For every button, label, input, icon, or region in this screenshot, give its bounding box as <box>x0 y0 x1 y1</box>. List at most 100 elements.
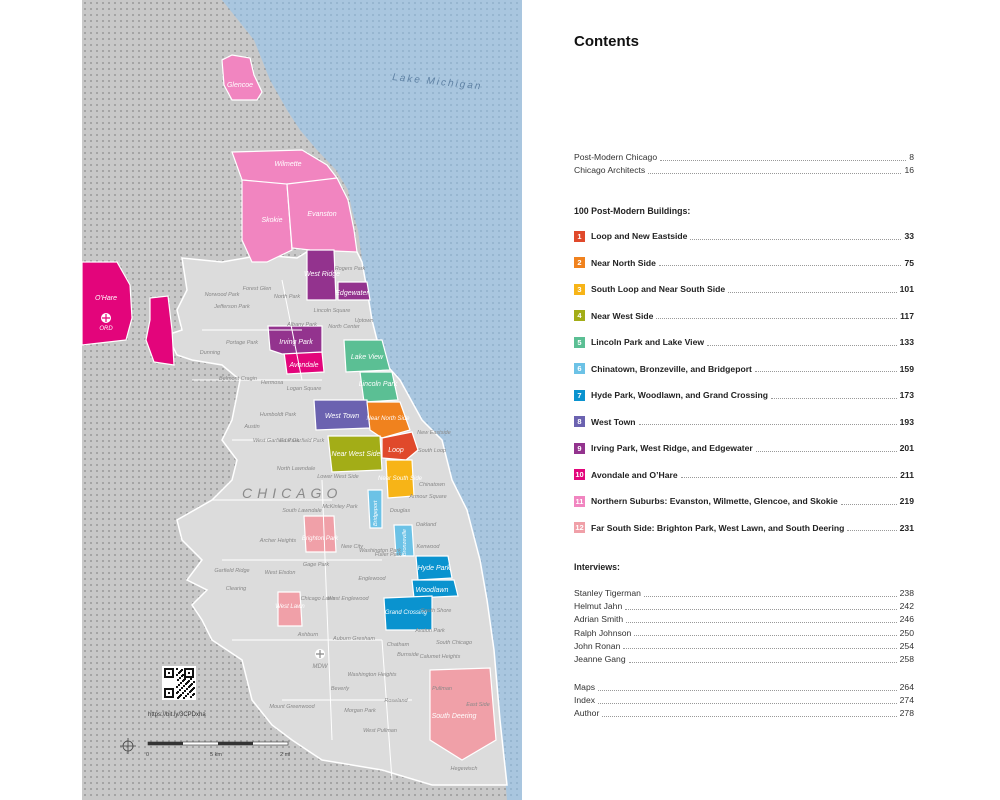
neighborhood-label: West Elsdon <box>265 570 296 576</box>
toc-entry[interactable]: Index 274 <box>574 694 914 706</box>
neighborhood-label: Hermosa <box>261 380 283 386</box>
page-number: 8 <box>909 152 914 162</box>
neighborhood-label: East Garfield Park <box>280 438 325 444</box>
toc-entry[interactable]: Chicago Architects 16 <box>574 164 914 176</box>
lake-view-region <box>343 339 391 373</box>
neighborhood-label: North Center <box>328 324 361 330</box>
entry-title: Lincoln Park and Lake View <box>591 337 705 347</box>
chapter-number-badge: 12 <box>574 522 585 533</box>
entry-title: Far South Side: Brighton Park, West Lawn… <box>591 522 845 533</box>
label-irving-park: Irving Park <box>279 339 313 346</box>
midway-airport-icon <box>315 649 325 659</box>
entry-title: Maps <box>574 682 596 692</box>
label-avondale: Avondale <box>288 362 318 369</box>
chapter-entry[interactable]: 10 Avondale and O’Hare 211 <box>574 468 914 482</box>
neighborhood-label: Archer Heights <box>259 538 297 544</box>
neighborhood-label: Humboldt Park <box>260 412 297 418</box>
chapter-entry[interactable]: 8 West Town 193 <box>574 415 914 429</box>
entry-title: Loop and New Eastside <box>591 231 688 241</box>
chapter-entry[interactable]: 9 Irving Park, West Ridge, and Edgewater 2… <box>574 441 914 455</box>
label-lincoln-park: Lincoln Park <box>359 381 398 388</box>
page-title: Contents <box>574 33 639 50</box>
label-bridgeport: Bridgeport <box>373 500 379 526</box>
dot-leader <box>771 397 897 399</box>
neighborhood-label: Lower West Side <box>317 474 358 480</box>
page-number: 117 <box>900 310 914 321</box>
chapter-number-badge: 4 <box>574 310 585 321</box>
chapter-number-badge: 1 <box>574 230 585 242</box>
toc-entry[interactable]: Author 278 <box>574 707 914 719</box>
chapter-entry[interactable]: 5 Lincoln Park and Lake View 133 <box>574 335 914 349</box>
toc-entry[interactable]: Maps 264 <box>574 681 914 693</box>
toc-entry[interactable]: Post-Modern Chicago 8 <box>574 151 914 163</box>
toc-entry[interactable]: John Ronan 254 <box>574 640 914 652</box>
scale-mi: 2 mi <box>280 752 290 758</box>
neighborhood-label: West Pullman <box>363 728 397 734</box>
chapter-entry[interactable]: 7 Hyde Park, Woodlawn, and Grand Crossing… <box>574 388 914 402</box>
chapter-entry[interactable]: 2 Near North Side 75 <box>574 256 914 270</box>
toc-entry[interactable]: Adrian Smith 246 <box>574 613 914 625</box>
lake-michigan <box>222 0 522 800</box>
dot-leader <box>626 621 897 623</box>
chapter-entry[interactable]: 3 South Loop and Near South Side 101 <box>574 282 914 296</box>
label-hyde-park: Hyde Park <box>418 565 451 572</box>
qr-code <box>162 666 196 700</box>
chapter-entry[interactable]: 4 Near West Side 117 <box>574 309 914 323</box>
toc-entry[interactable]: Helmut Jahn 242 <box>574 600 914 612</box>
neighborhood-label: Dunning <box>200 350 221 356</box>
neighborhood-label: Chatham <box>387 642 410 648</box>
neighborhood-label: Beverly <box>331 686 351 692</box>
page-number: 159 <box>899 363 914 374</box>
ohare-region <box>82 261 133 346</box>
dot-leader <box>840 503 897 505</box>
entry-title: Ralph Johnson <box>574 627 632 638</box>
page-number: 201 <box>899 443 914 453</box>
grand-crossing-region <box>383 595 433 631</box>
neighborhood-label: Belmont Cragin <box>219 376 257 382</box>
page-number: 75 <box>904 257 914 268</box>
neighborhood-label: South Chicago <box>436 640 472 646</box>
neighborhood-label: West Englewood <box>327 596 369 602</box>
neighborhood-label: Mount Greenwood <box>269 704 315 710</box>
neighborhood-label: Burnside <box>397 652 419 658</box>
neighborhood-label: Auburn Gresham <box>332 636 375 642</box>
toc-entry[interactable]: Ralph Johnson 250 <box>574 627 914 639</box>
dot-leader <box>755 450 897 452</box>
near-north-side-region <box>366 401 411 439</box>
dot-leader <box>690 238 902 240</box>
compass-icon <box>120 738 136 754</box>
dot-leader <box>660 159 907 161</box>
chapter-entry[interactable]: 11 Northern Suburbs: Evanston, Wilmette, … <box>574 494 914 508</box>
chapter-entry[interactable]: 12 Far South Side: Brighton Park, West La… <box>574 521 914 535</box>
neighborhood-label: Albany Park <box>286 322 317 328</box>
entry-title: Stanley Tigerman <box>574 588 641 598</box>
neighborhood-label: Portage Park <box>226 340 258 346</box>
neighborhood-label: Avalon Park <box>414 628 445 634</box>
west-ridge-region <box>306 249 337 301</box>
page-number: 238 <box>899 588 914 598</box>
city-label: CHICAGO <box>242 485 342 501</box>
edgewater-region <box>337 281 371 301</box>
label-brighton-park: Brighton Park <box>302 536 339 542</box>
dot-leader <box>847 530 897 531</box>
neighborhood-label: Washington Heights <box>347 672 396 678</box>
neighborhood-label: Logan Square <box>287 386 322 392</box>
chapter-number-badge: 3 <box>574 283 585 295</box>
toc-entry[interactable]: Jeanne Gang 258 <box>574 653 914 665</box>
neighborhood-label: North Park <box>274 294 301 300</box>
chapter-entry[interactable]: 1 Loop and New Eastside 33 <box>574 229 914 243</box>
dot-leader <box>602 715 897 717</box>
dot-leader <box>658 265 902 266</box>
neighborhood-label: Washington Park <box>359 548 401 554</box>
chapter-entry[interactable]: 6 Chinatown, Bronzeville, and Bridgeport 1… <box>574 362 914 376</box>
neighborhood-label: Clearing <box>226 586 247 592</box>
entry-title: Hyde Park, Woodlawn, and Grand Crossing <box>591 390 768 400</box>
entry-title: West Town <box>591 416 636 427</box>
toc-entry[interactable]: Stanley Tigerman 238 <box>574 587 914 599</box>
neighborhood-label: Englewood <box>358 576 386 582</box>
interviews-heading: Interviews: <box>574 562 620 572</box>
label-woodlawn: Woodlawn <box>416 587 449 594</box>
lincoln-park-region <box>359 371 399 403</box>
entry-title: Irving Park, West Ridge, and Edgewater <box>591 443 753 453</box>
dot-leader <box>643 595 897 597</box>
